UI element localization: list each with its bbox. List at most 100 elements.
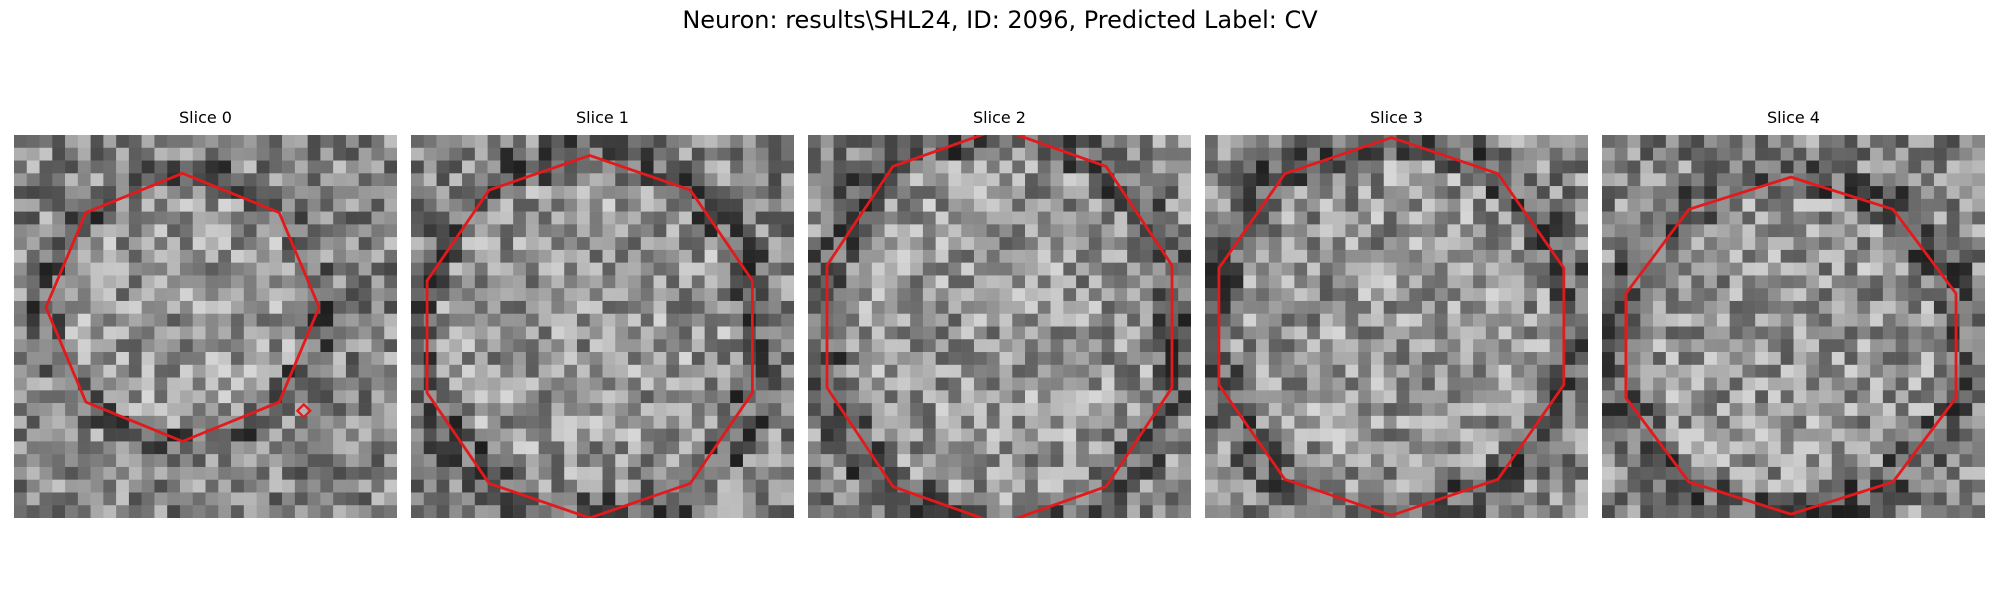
- image-pixel: [1870, 454, 1883, 467]
- image-pixel: [411, 365, 424, 378]
- image-pixel: [1896, 429, 1909, 442]
- image-pixel: [1550, 352, 1563, 365]
- image-pixel: [654, 352, 667, 365]
- image-pixel: [462, 148, 475, 161]
- image-pixel: [654, 275, 667, 288]
- image-pixel: [974, 212, 987, 225]
- image-pixel: [577, 263, 590, 276]
- image-pixel: [1921, 390, 1934, 403]
- image-pixel: [679, 365, 692, 378]
- image-pixel: [923, 314, 936, 327]
- image-pixel: [679, 135, 692, 148]
- image-pixel: [1883, 224, 1896, 237]
- image-pixel: [1025, 492, 1038, 505]
- image-pixel: [539, 429, 552, 442]
- image-pixel: [910, 378, 923, 391]
- image-pixel: [615, 301, 628, 314]
- image-pixel: [1320, 212, 1333, 225]
- image-pixel: [974, 224, 987, 237]
- image-pixel: [1243, 492, 1256, 505]
- image-pixel: [654, 365, 667, 378]
- image-pixel: [462, 275, 475, 288]
- image-pixel: [1114, 365, 1127, 378]
- image-pixel: [615, 288, 628, 301]
- image-pixel: [808, 148, 821, 161]
- image-pixel: [551, 339, 564, 352]
- image-pixel: [1256, 263, 1269, 276]
- image-pixel: [1666, 352, 1679, 365]
- image-pixel: [1845, 250, 1858, 263]
- image-pixel: [167, 492, 180, 505]
- image-pixel: [1717, 275, 1730, 288]
- image-pixel: [1499, 237, 1512, 250]
- image-pixel: [1499, 378, 1512, 391]
- image-pixel: [1615, 467, 1628, 480]
- image-pixel: [1076, 480, 1089, 493]
- image-pixel: [269, 250, 282, 263]
- image-pixel: [1628, 199, 1641, 212]
- image-pixel: [1908, 186, 1921, 199]
- image-pixel: [1422, 161, 1435, 174]
- image-pixel: [1358, 314, 1371, 327]
- image-pixel: [1397, 403, 1410, 416]
- image-pixel: [1409, 237, 1422, 250]
- image-pixel: [1000, 416, 1013, 429]
- image-pixel: [539, 275, 552, 288]
- image-pixel: [717, 314, 730, 327]
- image-pixel: [603, 429, 616, 442]
- image-pixel: [1448, 390, 1461, 403]
- image-pixel: [1012, 237, 1025, 250]
- image-pixel: [1371, 467, 1384, 480]
- image-pixel: [768, 301, 781, 314]
- image-pixel: [603, 186, 616, 199]
- image-pixel: [1486, 441, 1499, 454]
- image-pixel: [910, 288, 923, 301]
- image-pixel: [1602, 480, 1615, 493]
- image-pixel: [590, 237, 603, 250]
- image-pixel: [808, 416, 821, 429]
- image-pixel: [116, 263, 129, 276]
- image-pixel: [1857, 416, 1870, 429]
- image-pixel: [371, 212, 384, 225]
- image-pixel: [948, 224, 961, 237]
- image-pixel: [282, 275, 295, 288]
- image-pixel: [52, 480, 65, 493]
- image-pixel: [437, 352, 450, 365]
- image-pixel: [961, 480, 974, 493]
- image-pixel: [1409, 314, 1422, 327]
- image-pixel: [244, 365, 257, 378]
- image-pixel: [564, 390, 577, 403]
- image-pixel: [142, 275, 155, 288]
- image-pixel: [1870, 275, 1883, 288]
- image-pixel: [1165, 148, 1178, 161]
- image-pixel: [269, 288, 282, 301]
- image-pixel: [1345, 263, 1358, 276]
- image-pixel: [27, 403, 40, 416]
- image-pixel: [1102, 352, 1115, 365]
- image-pixel: [129, 378, 142, 391]
- image-pixel: [142, 454, 155, 467]
- image-pixel: [1511, 352, 1524, 365]
- image-pixel: [628, 429, 641, 442]
- image-pixel: [872, 301, 885, 314]
- image-pixel: [488, 275, 501, 288]
- image-pixel: [859, 390, 872, 403]
- image-pixel: [1371, 365, 1384, 378]
- image-pixel: [65, 467, 78, 480]
- image-pixel: [1896, 480, 1909, 493]
- image-pixel: [91, 378, 104, 391]
- image-pixel: [717, 263, 730, 276]
- image-pixel: [513, 212, 526, 225]
- image-pixel: [346, 429, 359, 442]
- image-pixel: [539, 237, 552, 250]
- image-pixel: [244, 148, 257, 161]
- image-pixel: [154, 339, 167, 352]
- image-pixel: [333, 288, 346, 301]
- image-pixel: [910, 212, 923, 225]
- image-pixel: [1140, 250, 1153, 263]
- image-pixel: [1755, 288, 1768, 301]
- image-pixel: [1628, 186, 1641, 199]
- image-pixel: [218, 339, 231, 352]
- image-pixel: [1615, 224, 1628, 237]
- image-pixel: [1051, 288, 1064, 301]
